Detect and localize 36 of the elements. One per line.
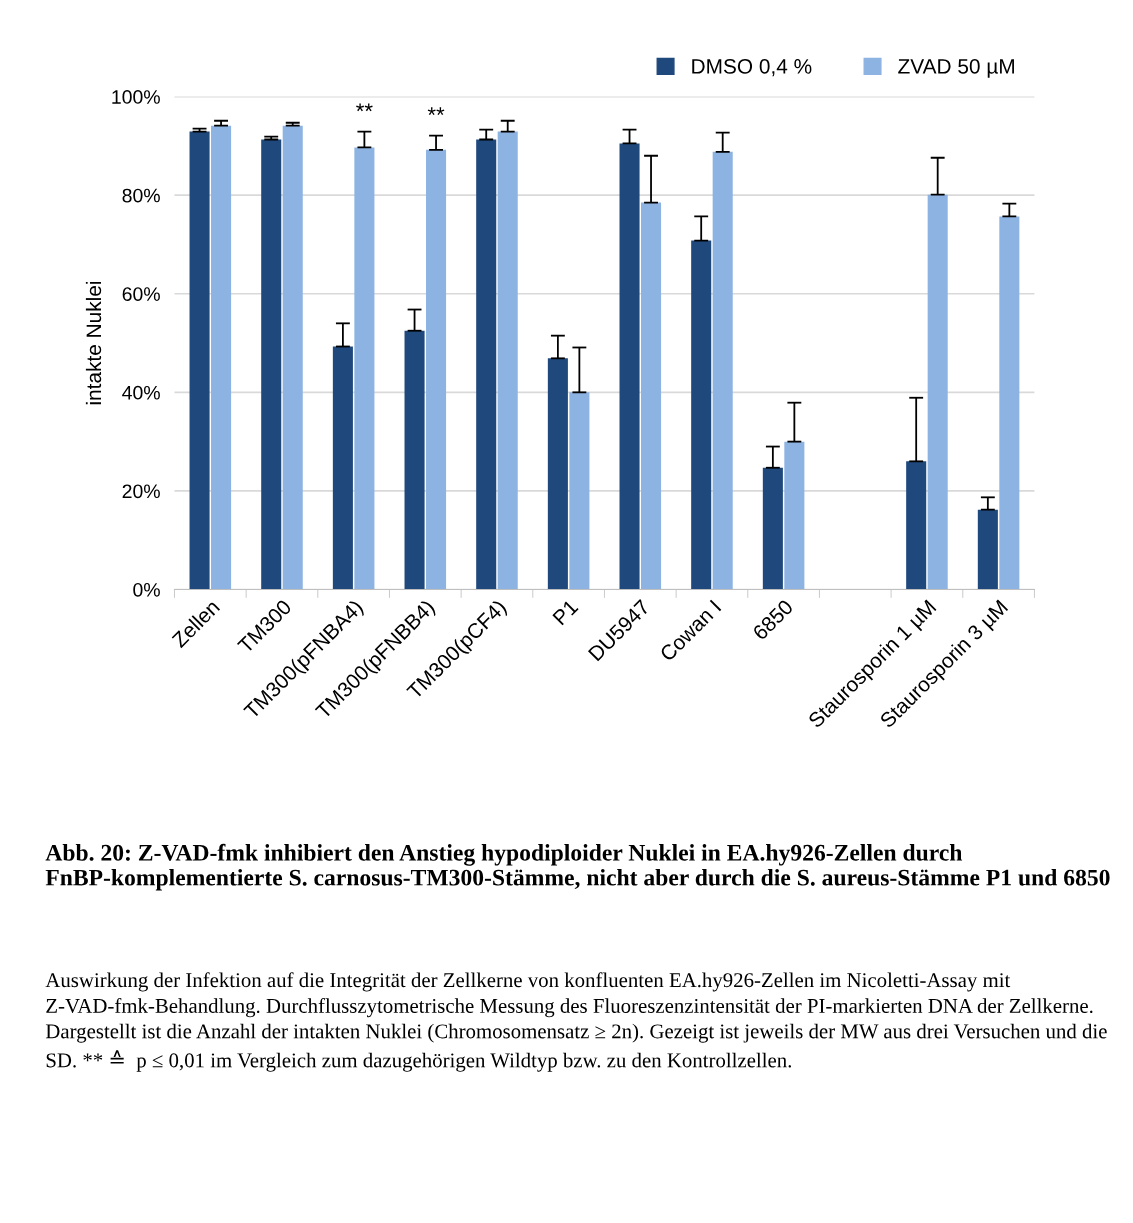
bar	[189, 131, 210, 590]
bar	[332, 346, 353, 590]
bar	[762, 467, 783, 590]
y-tick-label: 0%	[133, 582, 160, 597]
bar	[547, 358, 568, 590]
y-axis-title: intakte Nuklei	[85, 281, 102, 405]
bar	[641, 202, 662, 590]
bar	[476, 139, 497, 590]
text: Abb. 20: Z-VAD-fmk inhibiert den Anstieg hypodiploider Nuklei in EA.hy926-Zellen durch FnBP-komplementierte S. carnosus-TM300-Stämme, nicht aber durch die S. aureus-Stämme P1 und 6850	[45, 843, 1110, 891]
bar	[497, 131, 518, 590]
y-tick-label: 40%	[122, 385, 160, 400]
bar	[906, 461, 927, 590]
bar	[999, 216, 1020, 590]
bar	[691, 240, 712, 590]
text: Auswirkung der Infektion auf die Integrität der Zellkerne von konfluenten EA.hy926-Zellen im Nicoletti-Assay mit Z-VAD-fmk-Behandlung. Durchflusszytometrische Messung des Fluoreszenzintensität der PI-markierten DNA der Zellkerne. Dargestellt ist die Anzahl der intakten Nuklei (Chromosomensatz ≥ 2n). Gezeigt ist jeweils der MW aus drei Versuchen und die SD. ** ≙ p ≤ 0,01 im Vergleich zum dazugehörigen Wildtyp bzw. zu den Kontrollzellen.	[45, 972, 1107, 1072]
bar	[977, 509, 998, 590]
bar	[712, 151, 733, 590]
bar	[619, 143, 640, 590]
y-tick-label: 20%	[122, 484, 160, 499]
y-tick-label: 100%	[112, 90, 160, 104]
bar	[354, 147, 375, 590]
bar	[569, 392, 590, 590]
y-tick-label: 80%	[122, 188, 160, 203]
bar	[784, 441, 805, 590]
bar	[927, 194, 948, 590]
legend-label: DMSO 0,4 %	[692, 59, 812, 77]
annotation: **	[356, 103, 373, 112]
bar	[261, 139, 282, 590]
bar	[426, 149, 447, 590]
annotation: **	[427, 107, 445, 116]
bar	[282, 125, 303, 590]
y-tick-label: 60%	[122, 287, 160, 301]
legend-label: ZVAD 50 µM	[898, 59, 1014, 78]
x-tick-label: P1	[552, 599, 579, 626]
bar	[211, 125, 232, 590]
bar	[404, 330, 425, 590]
